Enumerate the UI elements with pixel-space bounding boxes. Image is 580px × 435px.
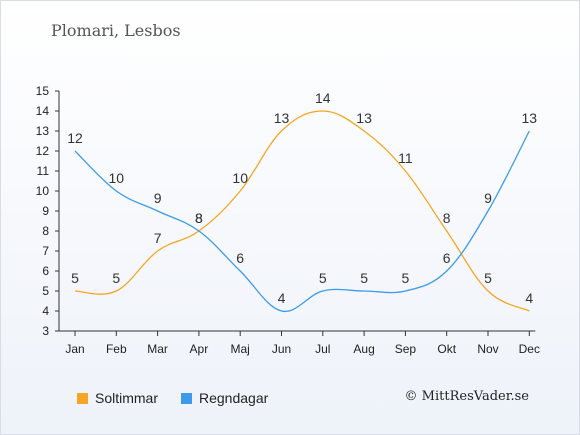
y-tick-label: 5 — [42, 284, 49, 298]
data-label-regndagar: 5 — [360, 270, 368, 286]
data-label-soltimmar: 14 — [315, 90, 331, 106]
y-tick-label: 6 — [42, 264, 49, 278]
data-label-regndagar: 9 — [484, 190, 492, 206]
y-tick-label: 7 — [42, 244, 49, 258]
y-tick-label: 8 — [42, 224, 49, 238]
x-tick-label: Feb — [106, 342, 127, 356]
data-label-soltimmar: 11 — [398, 150, 413, 166]
data-label-regndagar: 4 — [278, 290, 286, 306]
data-label-soltimmar: 13 — [356, 110, 372, 126]
x-tick-label: Jun — [272, 342, 291, 356]
y-tick-label: 3 — [42, 324, 49, 338]
y-tick-label: 12 — [36, 144, 50, 158]
data-label-soltimmar: 5 — [112, 270, 120, 286]
y-tick-label: 14 — [36, 104, 50, 118]
data-label-soltimmar: 5 — [71, 270, 79, 286]
y-tick-label: 4 — [42, 304, 49, 318]
x-tick-label: Jan — [65, 342, 84, 356]
y-tick-label: 9 — [42, 204, 49, 218]
data-label-regndagar: 12 — [67, 130, 83, 146]
x-tick-label: Nov — [477, 342, 498, 356]
data-label-soltimmar: 4 — [525, 290, 533, 306]
series-line-regndagar — [74, 130, 530, 312]
copyright-text: © MittResVader.se — [404, 389, 529, 404]
data-label-soltimmar: 5 — [484, 270, 492, 286]
data-label-soltimmar: 10 — [232, 170, 248, 186]
x-tick-label: Mar — [147, 342, 168, 356]
data-label-regndagar: 6 — [236, 250, 244, 266]
x-tick-label: Maj — [231, 342, 250, 356]
data-label-regndagar: 5 — [402, 270, 410, 286]
data-label-regndagar: 8 — [195, 210, 203, 226]
x-tick-label: Apr — [190, 342, 209, 356]
data-label-soltimmar: 7 — [154, 230, 162, 246]
series-line-soltimmar — [74, 110, 530, 312]
data-label-regndagar: 13 — [522, 110, 538, 126]
data-label-regndagar: 5 — [319, 270, 327, 286]
data-label-soltimmar: 8 — [195, 210, 203, 226]
x-tick-label: Aug — [353, 342, 374, 356]
y-tick-label: 10 — [36, 184, 50, 198]
x-tick-label: Okt — [437, 342, 456, 356]
y-tick-label: 13 — [36, 124, 50, 138]
x-tick-label: Dec — [519, 342, 540, 356]
x-tick-label: Jul — [315, 342, 330, 356]
data-label-soltimmar: 13 — [274, 110, 290, 126]
y-tick-label: 11 — [37, 164, 50, 178]
x-tick-label: Sep — [395, 342, 417, 356]
data-label-regndagar: 10 — [109, 170, 125, 186]
data-label-soltimmar: 8 — [443, 210, 451, 226]
data-label-regndagar: 6 — [443, 250, 451, 266]
chart-title: Plomari, Lesbos — [51, 21, 181, 40]
y-tick-label: 15 — [36, 84, 50, 98]
data-label-regndagar: 9 — [154, 190, 162, 206]
